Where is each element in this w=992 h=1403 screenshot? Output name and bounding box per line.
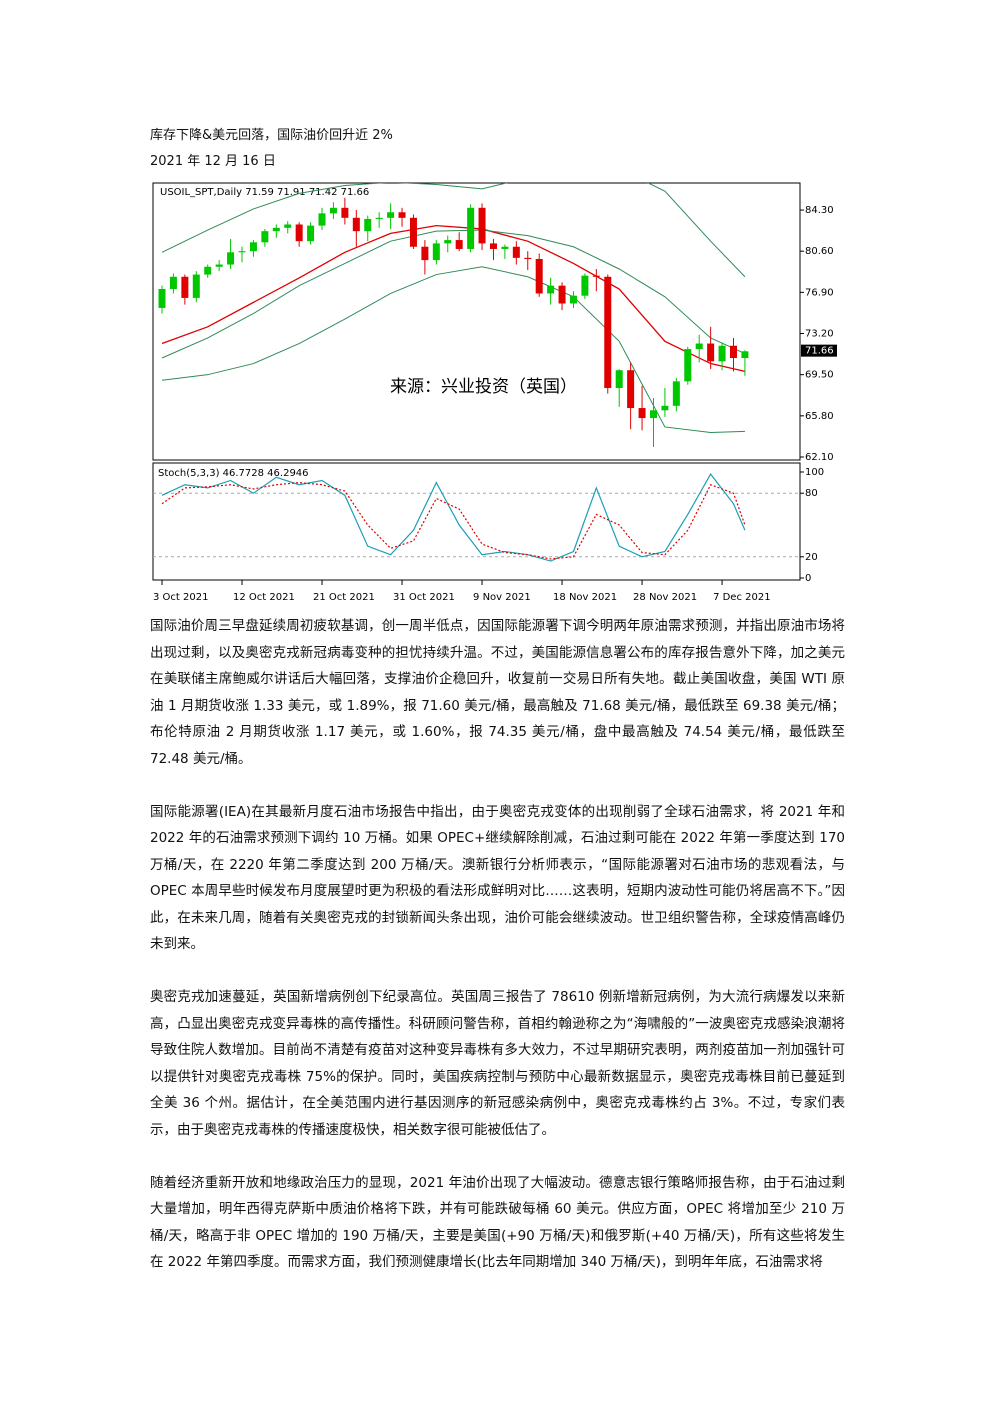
candle-body xyxy=(615,370,623,389)
main-panel xyxy=(152,182,801,461)
y-tick-label: 76.90 xyxy=(805,287,834,298)
last-price-tag xyxy=(801,344,837,357)
candle-body xyxy=(581,275,589,296)
body-text: 国际油价周三早盘延续周初疲软基调，创一周半低点，因国际能源署下调今明两年原油需求… xyxy=(150,613,845,1302)
x-tick-label: 21 Oct 2021 xyxy=(313,592,375,603)
indicator-line xyxy=(161,266,745,434)
paragraph: 随着经济重新开放和地缘政治压力的显现，2021 年油价出现了大幅波动。德意志银行… xyxy=(150,1174,845,1271)
candle-body xyxy=(444,240,452,244)
candle-body xyxy=(707,343,715,362)
y-tick-label: 80.60 xyxy=(805,246,834,257)
candle-body xyxy=(158,289,166,308)
candle-body xyxy=(695,343,703,350)
candle-body xyxy=(649,410,657,419)
candle-body xyxy=(364,218,372,232)
candle-body xyxy=(261,231,269,243)
stoch-line xyxy=(161,481,746,560)
stoch-panel xyxy=(152,462,801,581)
candle-body xyxy=(432,243,440,261)
stoch-plot xyxy=(153,473,800,562)
candle-body xyxy=(341,207,349,218)
watermark: 来源：兴业投资（英国） xyxy=(390,377,577,397)
stoch-tick-label: 0 xyxy=(805,573,811,584)
x-tick-label: 12 Oct 2021 xyxy=(233,592,295,603)
candle-body xyxy=(284,224,292,228)
candle-body xyxy=(501,246,509,249)
candle-body xyxy=(181,276,189,298)
candle-body xyxy=(455,240,463,249)
candle-body xyxy=(238,251,246,253)
candle-body xyxy=(592,275,600,277)
candle-body xyxy=(569,295,577,304)
x-tick-label: 9 Nov 2021 xyxy=(473,592,531,603)
chart: 来源：兴业投资（英国） USOIL_SPT,Daily 71.59 71.91 … xyxy=(152,182,837,603)
x-tick-label: 7 Dec 2021 xyxy=(713,592,771,603)
candle-body xyxy=(398,212,406,218)
doc-title: 库存下降&美元回落，国际油价回升近 2% xyxy=(150,128,393,143)
candle-body xyxy=(352,217,360,232)
candle-body xyxy=(547,285,555,294)
y-tick-label: 69.50 xyxy=(805,370,834,381)
indicator-line xyxy=(161,183,746,278)
candle-body xyxy=(215,264,223,267)
candle-body xyxy=(672,381,680,406)
indicator-line xyxy=(161,224,746,372)
x-tick-label: 18 Nov 2021 xyxy=(553,592,617,603)
candle-body xyxy=(478,207,486,244)
indicator-line xyxy=(161,229,746,359)
stoch-tick-label: 20 xyxy=(805,552,818,563)
y-tick-label: 84.30 xyxy=(805,205,834,216)
candle-body xyxy=(375,217,383,219)
candle-body xyxy=(627,370,635,409)
y-tick-label: 65.80 xyxy=(805,411,834,422)
candle-body xyxy=(204,266,212,275)
candle-body xyxy=(489,243,497,249)
stoch-tick-label: 100 xyxy=(805,467,824,478)
paragraph: 国际油价周三早盘延续周初疲软基调，创一周半低点，因国际能源署下调今明两年原油需求… xyxy=(150,618,845,767)
main-plot xyxy=(158,183,749,447)
stoch-label: Stoch(5,3,3) 46.7728 46.2946 xyxy=(158,468,309,479)
doc-date: 2021 年 12 月 16 日 xyxy=(150,154,276,169)
candle-body xyxy=(318,213,326,226)
candle-body xyxy=(329,207,337,214)
candle-body xyxy=(741,351,749,358)
candle-body xyxy=(467,207,475,249)
candle-body xyxy=(307,225,315,242)
candle-body xyxy=(295,224,303,242)
candle-body xyxy=(730,345,737,358)
candle-body xyxy=(535,258,543,294)
candle-body xyxy=(684,349,692,382)
candle-body xyxy=(718,345,726,362)
candle-body xyxy=(387,212,395,218)
stoch-tick-label: 80 xyxy=(805,488,818,499)
candle-body xyxy=(524,257,532,259)
y-tick-label: 62.10 xyxy=(805,452,834,463)
candle-body xyxy=(249,242,257,252)
last-price-label: 71.66 xyxy=(805,346,834,357)
x-tick-label: 28 Nov 2021 xyxy=(633,592,697,603)
candle-body xyxy=(558,285,566,304)
candle-body xyxy=(169,276,177,290)
candle-body xyxy=(421,246,429,261)
candle-body xyxy=(512,246,520,258)
candle-body xyxy=(409,217,417,247)
candle-body xyxy=(661,405,669,411)
x-tick-label: 3 Oct 2021 xyxy=(153,592,208,603)
candle-body xyxy=(227,252,235,265)
y-tick-label: 73.20 xyxy=(805,329,834,340)
x-tick-label: 31 Oct 2021 xyxy=(393,592,455,603)
candle-body xyxy=(604,276,612,389)
candle-body xyxy=(272,227,280,232)
candle-body xyxy=(192,274,200,298)
paragraph: 国际能源署(IEA)在其最新月度石油市场报告中指出，由于奥密克戎变体的出现削弱了… xyxy=(150,803,845,953)
paragraph: 奥密克戎加速蔓延，英国新增病例创下纪录高位。英国周三报告了 78610 例新增新… xyxy=(150,989,845,1138)
chart-title: USOIL_SPT,Daily 71.59 71.91 71.42 71.66 xyxy=(160,187,369,198)
candle-body xyxy=(638,408,646,419)
